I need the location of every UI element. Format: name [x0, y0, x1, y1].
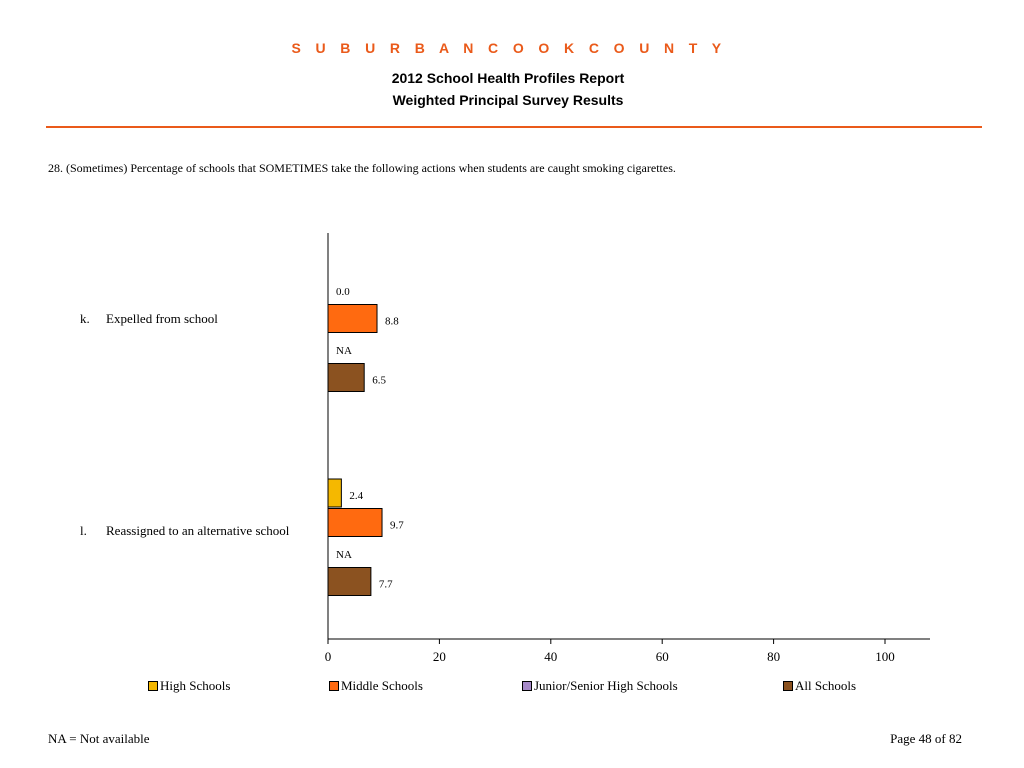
- legend-item-middle-schools: Middle Schools: [329, 678, 423, 694]
- bar: [327, 363, 365, 392]
- legend-item-junior-senior-high-schools: Junior/Senior High Schools: [522, 678, 678, 694]
- category-letter: k.: [80, 311, 90, 326]
- question-text: 28. (Sometimes) Percentage of schools th…: [48, 161, 676, 175]
- report-subtitle: Weighted Principal Survey Results: [392, 92, 624, 108]
- legend-label: High Schools: [160, 678, 231, 693]
- bar-value-label: 6.5: [372, 375, 386, 387]
- bar: [327, 508, 383, 537]
- x-tick-label: 40: [544, 649, 557, 664]
- legend-label: Middle Schools: [341, 678, 423, 693]
- legend-swatch: [522, 681, 532, 691]
- footnote-na: NA = Not available: [48, 731, 150, 746]
- bar-value-label: 9.7: [390, 520, 404, 532]
- bar-value-label: 0.0: [336, 286, 350, 298]
- category-letter: l.: [80, 523, 87, 538]
- page-number: Page 48 of 82: [890, 731, 962, 746]
- bar-value-label: NA: [336, 345, 352, 357]
- category-label-k: k. Expelled from school: [80, 311, 218, 327]
- x-tick-label: 60: [656, 649, 669, 664]
- legend-label: All Schools: [795, 678, 857, 693]
- bar-value-label: NA: [336, 549, 352, 561]
- x-tick-label: 20: [433, 649, 446, 664]
- category-label-l: l. Reassigned to an alternative school: [80, 523, 289, 539]
- report-title: 2012 School Health Profiles Report: [391, 70, 625, 86]
- category-text: Expelled from school: [106, 311, 218, 326]
- legend-item-high-schools: High Schools: [148, 678, 230, 694]
- legend-swatch: [783, 681, 793, 691]
- legend-label: Junior/Senior High Schools: [534, 678, 678, 693]
- legend-swatch: [329, 681, 339, 691]
- bar: [327, 304, 378, 333]
- bar-value-label: 7.7: [379, 579, 393, 591]
- bar-value-label: 8.8: [385, 316, 399, 328]
- bar-value-label: 2.4: [349, 490, 363, 502]
- x-tick-label: 0: [325, 649, 332, 664]
- bar: [327, 567, 372, 596]
- brand-header: S U B U R B A N C O O K C O U N T Y: [291, 40, 727, 56]
- bar: [327, 478, 342, 508]
- header-divider: [46, 126, 982, 128]
- legend-item-all-schools: All Schools: [783, 678, 856, 694]
- x-tick-label: 80: [767, 649, 780, 664]
- category-text: Reassigned to an alternative school: [106, 523, 290, 538]
- x-tick-label: 100: [875, 649, 895, 664]
- legend-swatch: [148, 681, 158, 691]
